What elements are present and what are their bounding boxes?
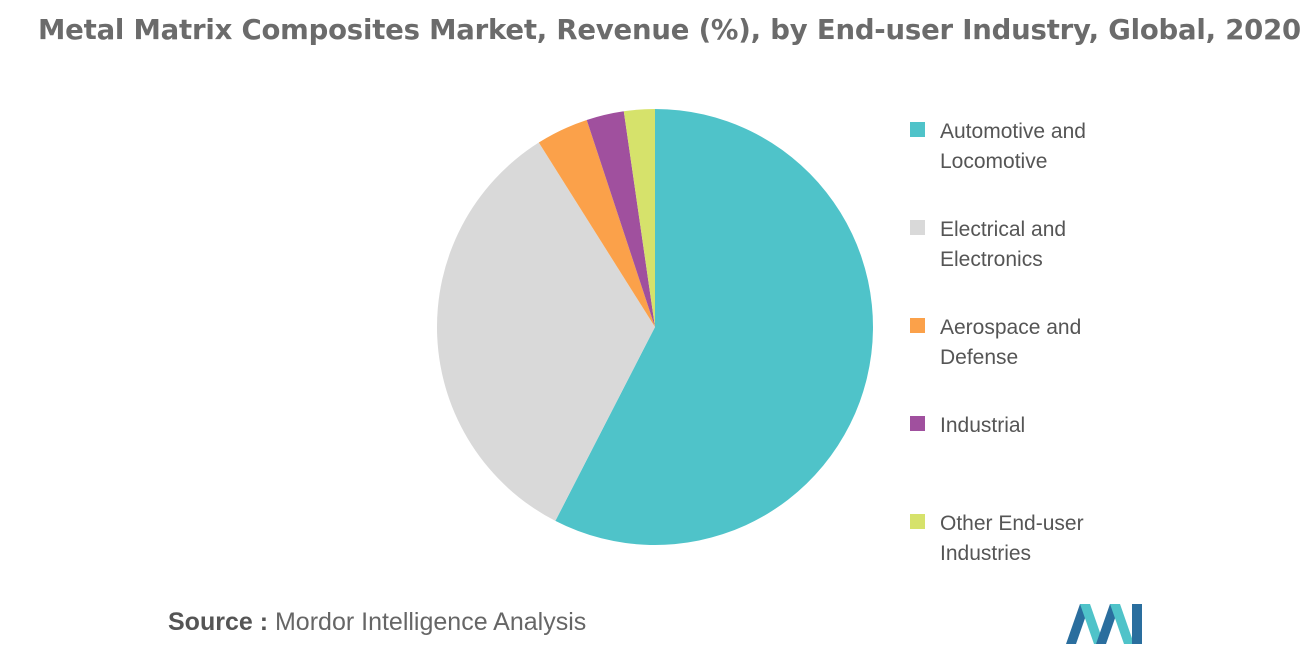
source-text: Mordor Intelligence Analysis bbox=[274, 608, 587, 636]
source-note: Source : Mordor Intelligence Analysis bbox=[168, 608, 586, 637]
source-label: Source : bbox=[168, 608, 269, 636]
pie-slice-4 bbox=[623, 109, 655, 327]
pie-slice-1 bbox=[436, 142, 655, 521]
legend-label: Automotive and Locomotive bbox=[940, 120, 1086, 173]
legend-label: Industrial bbox=[940, 414, 1026, 437]
legend-swatch bbox=[910, 122, 925, 137]
legend-swatch bbox=[910, 318, 925, 333]
legend-label: Aerospace and Defense bbox=[940, 316, 1082, 369]
legend-label: Electrical and Electronics bbox=[940, 218, 1067, 271]
legend-swatch bbox=[910, 220, 925, 235]
pie-slice-2 bbox=[538, 119, 655, 327]
legend-swatch bbox=[910, 416, 925, 431]
legend-label: Other End-user Industries bbox=[940, 512, 1084, 565]
legend-swatch bbox=[910, 514, 925, 529]
mordor-intelligence-logo-icon bbox=[1066, 604, 1142, 644]
pie-slice-3 bbox=[586, 111, 655, 327]
pie-slice-0 bbox=[555, 109, 873, 545]
chart-title: Metal Matrix Composites Market, Revenue … bbox=[38, 14, 1301, 46]
